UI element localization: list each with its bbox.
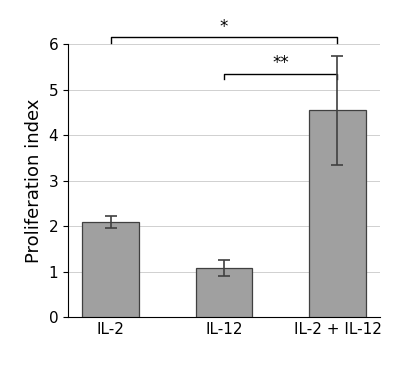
Y-axis label: Proliferation index: Proliferation index (25, 99, 43, 263)
Text: *: * (220, 18, 228, 36)
Text: **: ** (272, 54, 289, 72)
Bar (196, 268, 252, 317)
Bar (309, 110, 366, 317)
Bar (82, 222, 139, 317)
